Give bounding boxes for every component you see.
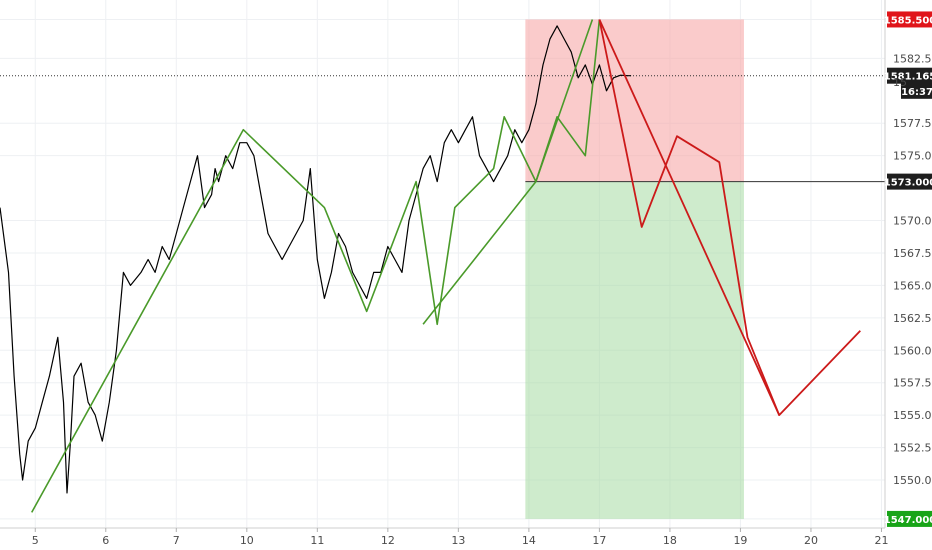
red-projection-line-2 [598,19,781,416]
time-tick-label: 20 [804,534,818,547]
time-axis-ticks: 5 6 7 10 11 12 13 14 17 18 19 20 21 [32,528,888,547]
price-badge-text: 1573.000 [884,178,932,189]
time-tick-label: 14 [522,534,536,547]
time-axis: 5 6 7 10 11 12 13 14 17 18 19 20 21 [0,527,888,547]
time-tick-label: 7 [173,534,180,547]
partial-price-label: 15 [893,76,907,89]
time-tick-label: 21 [874,534,888,547]
price-badge [887,11,932,28]
take-profit-zone[interactable] [525,181,744,519]
price-badge [901,82,932,99]
price-tick-label: 1567.500 [893,247,932,260]
price-tick-label: 1555.000 [893,409,932,422]
price-tick-label: 1552.500 [893,442,932,455]
price-tick-label: 1570.000 [893,215,932,228]
price-badge [887,67,932,84]
position-zones[interactable] [525,19,885,519]
grid-lines [0,0,885,528]
price-badge-text: 16:37 [901,87,932,98]
time-tick-label: 13 [451,534,465,547]
price-tick-label: 1565.000 [893,279,932,292]
price-badge-text: 1581.165 [884,72,932,83]
time-tick-label: 12 [381,534,395,547]
price-tick-label: 1582.500 [893,52,932,65]
time-tick-label: 19 [733,534,747,547]
time-tick-label: 17 [592,534,606,547]
price-tick-label: 1557.500 [893,377,932,390]
vertical-grid [34,0,882,528]
green-channel-line [422,19,594,325]
price-tick-label: 1577.500 [893,117,932,130]
price-axis-badges: 1585.500 1581.165 16:37 1573.000 1547.000 [884,11,932,527]
price-badge [887,510,932,527]
time-tick-label: 5 [32,534,39,547]
price-series-line [0,25,632,494]
time-tick-label: 18 [663,534,677,547]
price-axis: 1585.500 1582.500 1577.500 1575.000 1570.000… [884,0,932,528]
price-tick-label: 1562.500 [893,312,932,325]
plot-area [0,19,885,513]
time-tick-label: 6 [102,534,109,547]
time-tick-label: 10 [240,534,254,547]
price-badge-text: 1547.000 [884,515,932,526]
green-zigzag-line [30,19,601,513]
price-tick-label: 1560.000 [893,344,932,357]
price-badge [887,173,932,190]
price-tick-label: 1575.000 [893,150,932,163]
price-tick-label: 1550.000 [893,474,932,487]
time-tick-label: 11 [310,534,324,547]
price-badge-text: 1585.500 [884,15,932,26]
horizontal-grid [0,18,885,520]
